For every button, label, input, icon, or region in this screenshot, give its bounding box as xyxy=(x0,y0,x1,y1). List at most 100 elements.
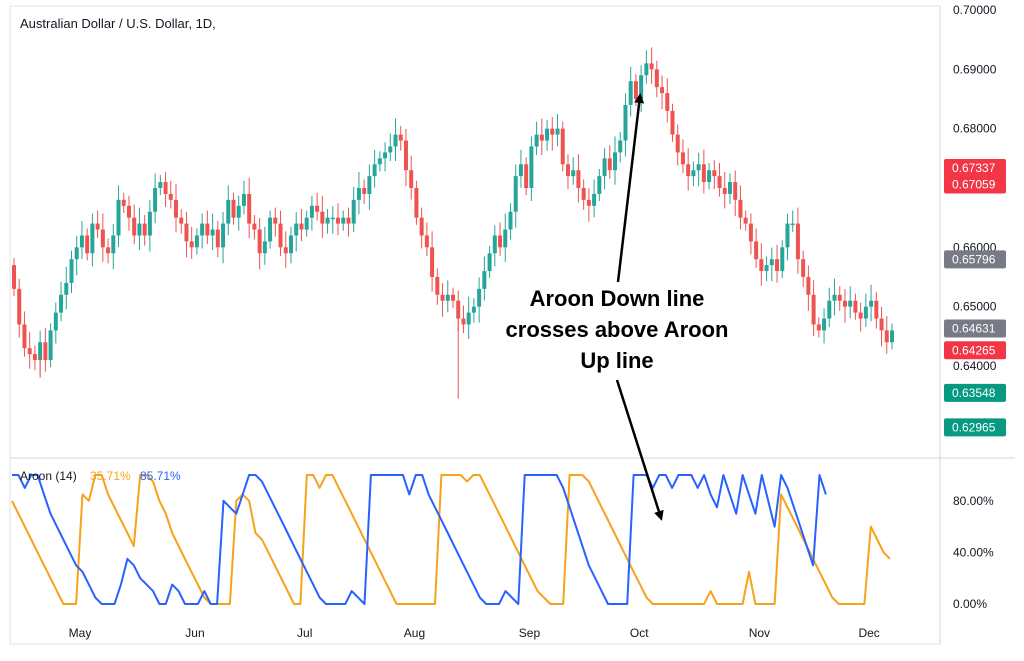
price-tick-label: 0.69000 xyxy=(953,62,997,76)
candle xyxy=(74,235,79,276)
candle xyxy=(17,278,22,338)
price-tick-label: 0.70000 xyxy=(953,3,997,17)
candle xyxy=(707,163,712,190)
annotation-line-3: Up line xyxy=(580,348,653,373)
candle xyxy=(524,157,529,196)
candle xyxy=(874,292,879,329)
candle xyxy=(816,317,821,338)
candle xyxy=(95,210,100,239)
candle xyxy=(419,207,424,249)
candle xyxy=(424,222,429,256)
price-tick-label: 0.65000 xyxy=(953,300,997,314)
candle xyxy=(795,207,800,274)
candle xyxy=(764,256,769,282)
candle xyxy=(278,210,283,256)
candle xyxy=(654,60,659,98)
candle xyxy=(508,203,513,240)
candle xyxy=(257,217,262,270)
candle xyxy=(722,171,727,209)
candle xyxy=(848,286,853,319)
candle xyxy=(451,287,455,308)
candle xyxy=(466,296,471,340)
candle xyxy=(205,210,210,245)
candle xyxy=(299,209,304,242)
candle xyxy=(262,226,267,265)
candle xyxy=(785,213,790,261)
candle xyxy=(168,180,173,209)
candle xyxy=(325,209,330,234)
price-badges: 0.67337 0.67059 0.65796 0.64631 0.64265 0.635… xyxy=(944,159,1006,437)
candle xyxy=(879,306,884,347)
candle xyxy=(513,164,518,228)
candle xyxy=(717,163,722,197)
price-badge: 0.64265 xyxy=(944,341,1006,360)
candle xyxy=(210,213,215,251)
candle xyxy=(670,103,675,142)
price-tick-label: 0.68000 xyxy=(953,122,997,136)
candle xyxy=(754,228,759,268)
candle xyxy=(890,323,894,350)
candle xyxy=(147,200,152,252)
candle xyxy=(309,195,314,231)
aroon-up-line xyxy=(12,474,827,605)
candle xyxy=(69,250,74,294)
candle xyxy=(356,171,361,215)
candle xyxy=(79,220,84,259)
candle xyxy=(832,278,837,316)
candle xyxy=(304,210,309,237)
candle xyxy=(592,179,597,218)
candle xyxy=(628,66,633,117)
svg-text:0.65796: 0.65796 xyxy=(952,252,996,266)
candle xyxy=(158,174,163,196)
svg-text:0.64265: 0.64265 xyxy=(952,343,996,357)
candle xyxy=(790,210,795,233)
aroon-up-value: 85.71% xyxy=(140,469,181,483)
candle xyxy=(482,256,487,301)
candle xyxy=(863,293,868,328)
price-badge: 0.63548 xyxy=(944,383,1006,402)
candle xyxy=(43,327,48,372)
candle xyxy=(775,244,780,283)
svg-text:0.63548: 0.63548 xyxy=(952,386,996,400)
candle xyxy=(743,210,748,231)
candle xyxy=(837,286,842,311)
candle xyxy=(586,188,591,222)
aroon-down-line xyxy=(11,474,891,605)
candle xyxy=(534,121,539,156)
price-tick-label: 0.64000 xyxy=(953,359,997,373)
svg-text:0.62965: 0.62965 xyxy=(952,420,996,434)
candle xyxy=(602,148,607,190)
candle xyxy=(184,212,189,258)
candle xyxy=(27,332,32,369)
candle xyxy=(827,287,832,328)
candle xyxy=(372,149,377,188)
candle xyxy=(801,250,806,288)
candle xyxy=(283,231,288,268)
candle xyxy=(435,268,440,305)
candle xyxy=(142,214,147,246)
candle xyxy=(727,173,732,205)
candle xyxy=(85,228,90,261)
candle xyxy=(388,133,393,162)
candle xyxy=(550,117,555,151)
time-tick-label: Jun xyxy=(185,626,204,640)
candle xyxy=(571,157,576,185)
candle xyxy=(247,177,252,239)
candle xyxy=(780,240,785,279)
time-tick-label: Nov xyxy=(749,626,770,640)
price-badge: 0.62965 xyxy=(944,418,1006,437)
svg-text:0.67337: 0.67337 xyxy=(952,161,996,175)
candle xyxy=(268,210,273,249)
candle xyxy=(649,47,654,84)
candle xyxy=(126,195,131,231)
candle xyxy=(607,145,612,179)
svg-text:0.64631: 0.64631 xyxy=(952,322,996,336)
aroon-tick-label: 40.00% xyxy=(953,545,994,559)
candle xyxy=(231,192,236,225)
price-badge: 0.65796 xyxy=(944,250,1006,269)
aroon-title: Aroon (14) xyxy=(20,469,77,483)
annotation-arrow-up xyxy=(616,93,645,283)
candle xyxy=(121,192,126,213)
candle xyxy=(492,225,497,267)
candle xyxy=(116,185,121,248)
